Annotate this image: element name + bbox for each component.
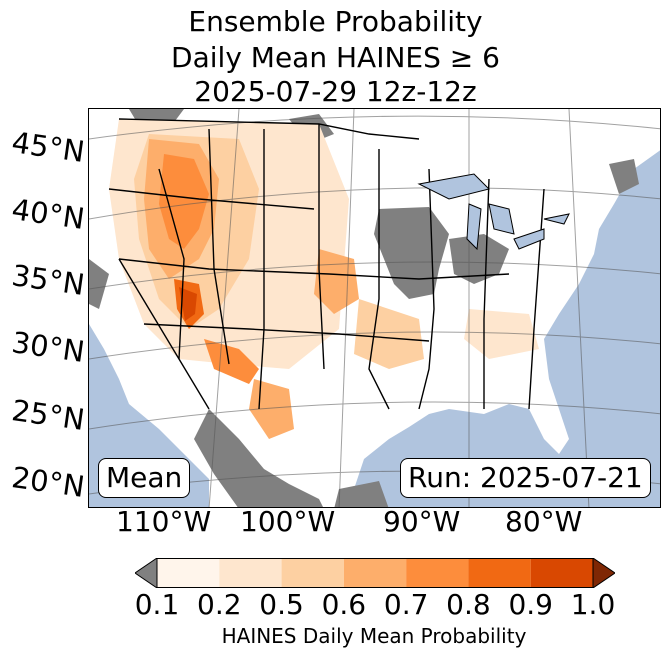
map-canvas	[89, 109, 660, 507]
colorbar-label: HAINES Daily Mean Probability	[221, 624, 527, 648]
run-label: Run: 2025-07-21	[400, 458, 651, 498]
lon-label-80: 80°W	[505, 505, 583, 538]
lat-label-45: 45°N	[9, 125, 87, 170]
lon-label-110: 110°W	[116, 505, 212, 538]
mean-label: Mean	[98, 458, 191, 498]
lon-label-90: 90°W	[383, 505, 461, 538]
colorbar-bin	[281, 558, 344, 588]
title-line-3: 2025-07-29 12z-12z	[194, 75, 477, 108]
lat-label-20: 20°N	[9, 460, 87, 505]
colorbar-tick-label: 0.1	[134, 588, 180, 621]
colorbar-tick-label: 0.9	[508, 588, 553, 621]
great-lakes	[417, 173, 570, 251]
colorbar-frame	[156, 558, 594, 588]
probability-map	[88, 108, 661, 508]
colorbar-tick-label: 0.8	[446, 588, 491, 621]
lat-label-35: 35°N	[9, 258, 87, 303]
probability-shading	[109, 119, 539, 439]
colorbar-canvas	[134, 557, 616, 589]
lat-label-25: 25°N	[9, 393, 87, 438]
colorbar-tick-label: 1.0	[570, 588, 616, 621]
title-line-2: Daily Mean HAINES ≥ 6	[171, 41, 500, 74]
lon-label-100: 100°W	[240, 505, 336, 538]
colorbar-under-arrow	[134, 557, 158, 589]
colorbar	[134, 557, 616, 589]
lat-label-30: 30°N	[9, 325, 87, 370]
lat-label-40: 40°N	[9, 192, 87, 237]
colorbar-tick-label: 0.5	[259, 588, 304, 621]
colorbar-tick-label: 0.6	[321, 588, 367, 621]
colorbar-bin	[406, 558, 469, 588]
colorbar-bin	[343, 558, 407, 588]
colorbar-tick-label: 0.2	[197, 588, 242, 621]
state-borders	[108, 118, 545, 410]
colorbar-tick-label: 0.7	[383, 588, 429, 621]
title-line-1: Ensemble Probability	[188, 5, 483, 38]
colorbar-bin	[530, 558, 593, 588]
colorbar-bin	[157, 558, 220, 588]
colorbar-bin	[468, 558, 531, 588]
colorbar-bin	[219, 558, 282, 588]
colorbar-over-arrow	[592, 557, 616, 589]
